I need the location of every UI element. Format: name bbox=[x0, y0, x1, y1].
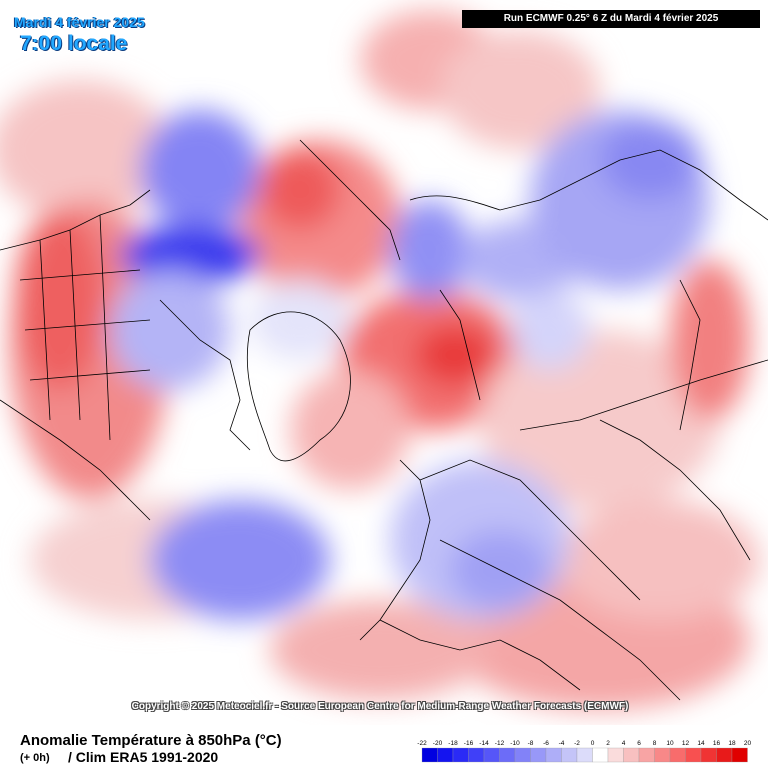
legend-color-swatch bbox=[700, 747, 717, 763]
model-run-label: Run ECMWF 0.25° 6 Z du Mardi 4 février 2… bbox=[462, 10, 760, 28]
legend-tick-label: 20 bbox=[744, 740, 752, 747]
legend-color-swatch bbox=[731, 747, 748, 763]
legend-tick-label: -22 bbox=[417, 740, 427, 747]
legend-tick-label: -12 bbox=[495, 740, 505, 747]
legend-color-swatch bbox=[530, 747, 547, 763]
color-scale-legend: -22 -20 -18 -16 -14 -12 -10 -8 -6 -4 -2 0 2 4 6 8 10 12 14… bbox=[417, 740, 752, 763]
legend-color-swatch bbox=[576, 747, 593, 763]
lead-time: (+ 0h) bbox=[20, 752, 50, 764]
legend-color-swatch bbox=[638, 747, 655, 763]
legend-tick-label: -4 bbox=[559, 740, 565, 747]
legend-color-swatch bbox=[685, 747, 702, 763]
legend-tick-label: 12 bbox=[682, 740, 690, 747]
legend-tick-label: 4 bbox=[622, 740, 626, 747]
legend-tick-label: 10 bbox=[666, 740, 674, 747]
legend-color-swatch bbox=[607, 747, 624, 763]
climatology-label: / Clim ERA5 1991-2020 bbox=[68, 749, 219, 765]
legend-tick-label: 16 bbox=[713, 740, 721, 747]
legend-color-swatch bbox=[514, 747, 531, 763]
legend-color-swatch bbox=[716, 747, 733, 763]
legend-color-swatch bbox=[421, 747, 438, 763]
copyright-notice: Copyright © 2025 Meteociel.fr - Source E… bbox=[131, 701, 629, 712]
legend-tick-label: -18 bbox=[448, 740, 458, 747]
legend-tick-label: -10 bbox=[510, 740, 520, 747]
forecast-time: 7:00 locale bbox=[20, 32, 128, 55]
legend-color-swatch bbox=[437, 747, 454, 763]
legend-color-swatch bbox=[592, 747, 609, 763]
legend-tick-label: -2 bbox=[574, 740, 580, 747]
forecast-date: Mardi 4 février 2025 bbox=[14, 14, 145, 30]
legend-color-swatch bbox=[499, 747, 516, 763]
temperature-anomaly-map bbox=[0, 10, 768, 710]
legend-tick-label: -16 bbox=[464, 740, 474, 747]
legend-color-swatch bbox=[561, 747, 578, 763]
anomaly-field bbox=[0, 10, 760, 710]
legend-tick-label: 6 bbox=[637, 740, 641, 747]
legend-tick-label: -14 bbox=[479, 740, 489, 747]
legend-tick-label: 14 bbox=[697, 740, 705, 747]
legend-tick-label: -8 bbox=[528, 740, 534, 747]
legend-tick-label: -6 bbox=[543, 740, 549, 747]
legend-color-swatch bbox=[623, 747, 640, 763]
legend-color-swatch bbox=[452, 747, 469, 763]
legend-tick-label: 8 bbox=[653, 740, 657, 747]
legend-color-swatch bbox=[468, 747, 485, 763]
legend-color-swatch bbox=[483, 747, 500, 763]
variable-title: Anomalie Température à 850hPa (°C) bbox=[20, 732, 282, 749]
legend-tick-label: -20 bbox=[433, 740, 443, 747]
legend-tick-label: 0 bbox=[591, 740, 595, 747]
legend-color-swatch bbox=[545, 747, 562, 763]
legend-color-swatch bbox=[669, 747, 686, 763]
coastlines bbox=[0, 139, 768, 701]
legend-tick-label: 2 bbox=[606, 740, 610, 747]
legend-tick-label: 18 bbox=[728, 740, 736, 747]
legend-color-swatch bbox=[654, 747, 671, 763]
